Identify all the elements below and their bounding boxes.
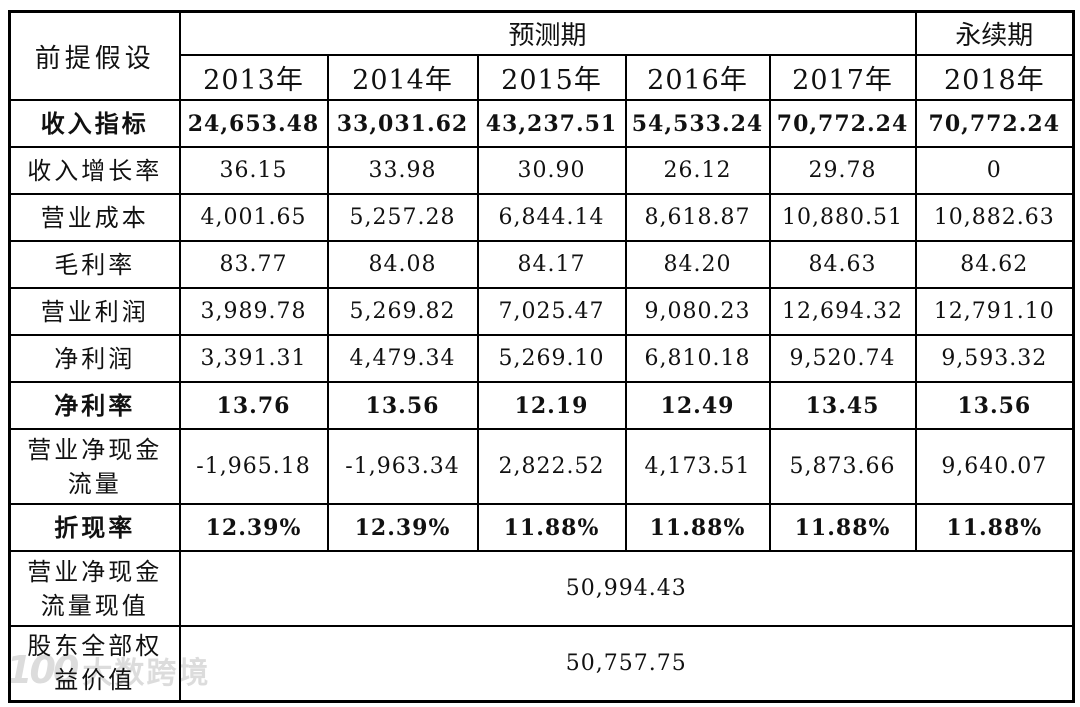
- table-row: 收入增长率 36.15 33.98 30.90 26.12 29.78 0: [8, 146, 1075, 195]
- cell-value: 5,257.28: [326, 193, 479, 242]
- year-header-2016: 2016年: [624, 54, 771, 101]
- cell-value: 84.20: [624, 240, 771, 289]
- table-row: 折现率 12.39% 12.39% 11.88% 11.88% 11.88% 11.88%: [8, 503, 1075, 552]
- cell-value: 13.76: [178, 381, 329, 430]
- cell-value: 6,844.14: [476, 193, 627, 242]
- cell-value: 9,640.07: [914, 428, 1075, 505]
- cell-value: 9,520.74: [768, 334, 917, 383]
- cell-value: 54,533.24: [624, 99, 771, 148]
- cell-value: 6,810.18: [624, 334, 771, 383]
- cell-value: 5,873.66: [768, 428, 917, 505]
- cell-value: 8,618.87: [624, 193, 771, 242]
- cell-value: 4,173.51: [624, 428, 771, 505]
- cell-value: 30.90: [476, 146, 627, 195]
- table-row: 营业净现金 流量 -1,965.18 -1,963.34 2,822.52 4,173.…: [8, 428, 1075, 505]
- year-header-2015: 2015年: [476, 54, 627, 101]
- cell-value: 84.62: [914, 240, 1075, 289]
- cell-value: 33.98: [326, 146, 479, 195]
- summary-row: 营业净现金 流量现值 50,994.43: [8, 550, 1075, 627]
- cell-value: 11.88%: [914, 503, 1075, 552]
- cell-value: 11.88%: [476, 503, 627, 552]
- row-label: 收入增长率: [8, 146, 181, 195]
- summary-row: 股东全部权 益价值 50,757.75: [8, 625, 1075, 702]
- table-row: 营业成本 4,001.65 5,257.28 6,844.14 8,618.87 10,8…: [8, 193, 1075, 242]
- row-label: 折现率: [8, 503, 181, 552]
- cell-value: 12.19: [476, 381, 627, 430]
- table-body: 收入指标 24,653.48 33,031.62 43,237.51 54,533.24…: [8, 99, 1075, 702]
- summary-row-label: 营业净现金 流量现值: [8, 550, 181, 627]
- cell-value: -1,965.18: [178, 428, 329, 505]
- cell-value: 10,880.51: [768, 193, 917, 242]
- cell-value: 4,001.65: [178, 193, 329, 242]
- cell-value: 11.88%: [768, 503, 917, 552]
- row-label: 营业成本: [8, 193, 181, 242]
- cell-value: 83.77: [178, 240, 329, 289]
- table-row: 毛利率 83.77 84.08 84.17 84.20 84.63 84.62: [8, 240, 1075, 289]
- dcf-valuation-table: 前提假设 预测期 永续期 2013年 2014年 2015年 2016年 201…: [8, 10, 1076, 703]
- cell-value: 12.49: [624, 381, 771, 430]
- cell-value: 11.88%: [624, 503, 771, 552]
- cell-value: 26.12: [624, 146, 771, 195]
- cell-value: 43,237.51: [476, 99, 627, 148]
- row-label: 营业利润: [8, 287, 181, 336]
- cell-value: 13.56: [914, 381, 1075, 430]
- table-row: 净利率 13.76 13.56 12.19 12.49 13.45 13.56: [8, 381, 1075, 430]
- cell-value: 10,882.63: [914, 193, 1075, 242]
- table-row: 净利润 3,391.31 4,479.34 5,269.10 6,810.18 9,520…: [8, 334, 1075, 383]
- cell-value: 13.56: [326, 381, 479, 430]
- period-header-row: 前提假设 预测期 永续期: [8, 10, 1075, 101]
- summary-row-value: 50,757.75: [178, 625, 1075, 702]
- cell-value: 12.39%: [326, 503, 479, 552]
- terminal-period-header: 永续期: [914, 10, 1075, 56]
- year-header-row: 2013年 2014年 2015年 2016年 2017年 2018年: [10, 54, 1075, 101]
- cell-value: 7,025.47: [476, 287, 627, 336]
- table-row: 收入指标 24,653.48 33,031.62 43,237.51 54,533.24…: [8, 99, 1075, 148]
- cell-value: 36.15: [178, 146, 329, 195]
- row-label: 净利润: [8, 334, 181, 383]
- row-label: 毛利率: [8, 240, 181, 289]
- forecast-period-header: 预测期: [178, 10, 917, 56]
- cell-value: 84.63: [768, 240, 917, 289]
- cell-value: 5,269.10: [476, 334, 627, 383]
- cell-value: 12,791.10: [914, 287, 1075, 336]
- cell-value: 9,080.23: [624, 287, 771, 336]
- year-header-2017: 2017年: [768, 54, 917, 101]
- cell-value: 9,593.32: [914, 334, 1075, 383]
- cell-value: -1,963.34: [326, 428, 479, 505]
- cell-value: 70,772.24: [768, 99, 917, 148]
- cell-value: 2,822.52: [476, 428, 627, 505]
- cell-value: 4,479.34: [326, 334, 479, 383]
- year-header-2013: 2013年: [178, 54, 329, 101]
- cell-value: 29.78: [768, 146, 917, 195]
- cell-value: 13.45: [768, 381, 917, 430]
- summary-row-label: 股东全部权 益价值: [8, 625, 181, 702]
- cell-value: 70,772.24: [914, 99, 1075, 148]
- row-label: 收入指标: [8, 99, 181, 148]
- cell-value: 12,694.32: [768, 287, 917, 336]
- year-header-2014: 2014年: [326, 54, 479, 101]
- cell-value: 84.17: [476, 240, 627, 289]
- cell-value: 0: [914, 146, 1075, 195]
- summary-row-value: 50,994.43: [178, 550, 1075, 627]
- year-header-2018: 2018年: [914, 54, 1075, 101]
- cell-value: 3,989.78: [178, 287, 329, 336]
- cell-value: 33,031.62: [326, 99, 479, 148]
- cell-value: 84.08: [326, 240, 479, 289]
- cell-value: 24,653.48: [178, 99, 329, 148]
- table-row: 营业利润 3,989.78 5,269.82 7,025.47 9,080.23 12,6…: [8, 287, 1075, 336]
- cell-value: 3,391.31: [178, 334, 329, 383]
- cell-value: 5,269.82: [326, 287, 479, 336]
- row-label: 营业净现金 流量: [8, 428, 181, 505]
- row-label: 净利率: [8, 381, 181, 430]
- corner-header: 前提假设: [8, 10, 181, 101]
- cell-value: 12.39%: [178, 503, 329, 552]
